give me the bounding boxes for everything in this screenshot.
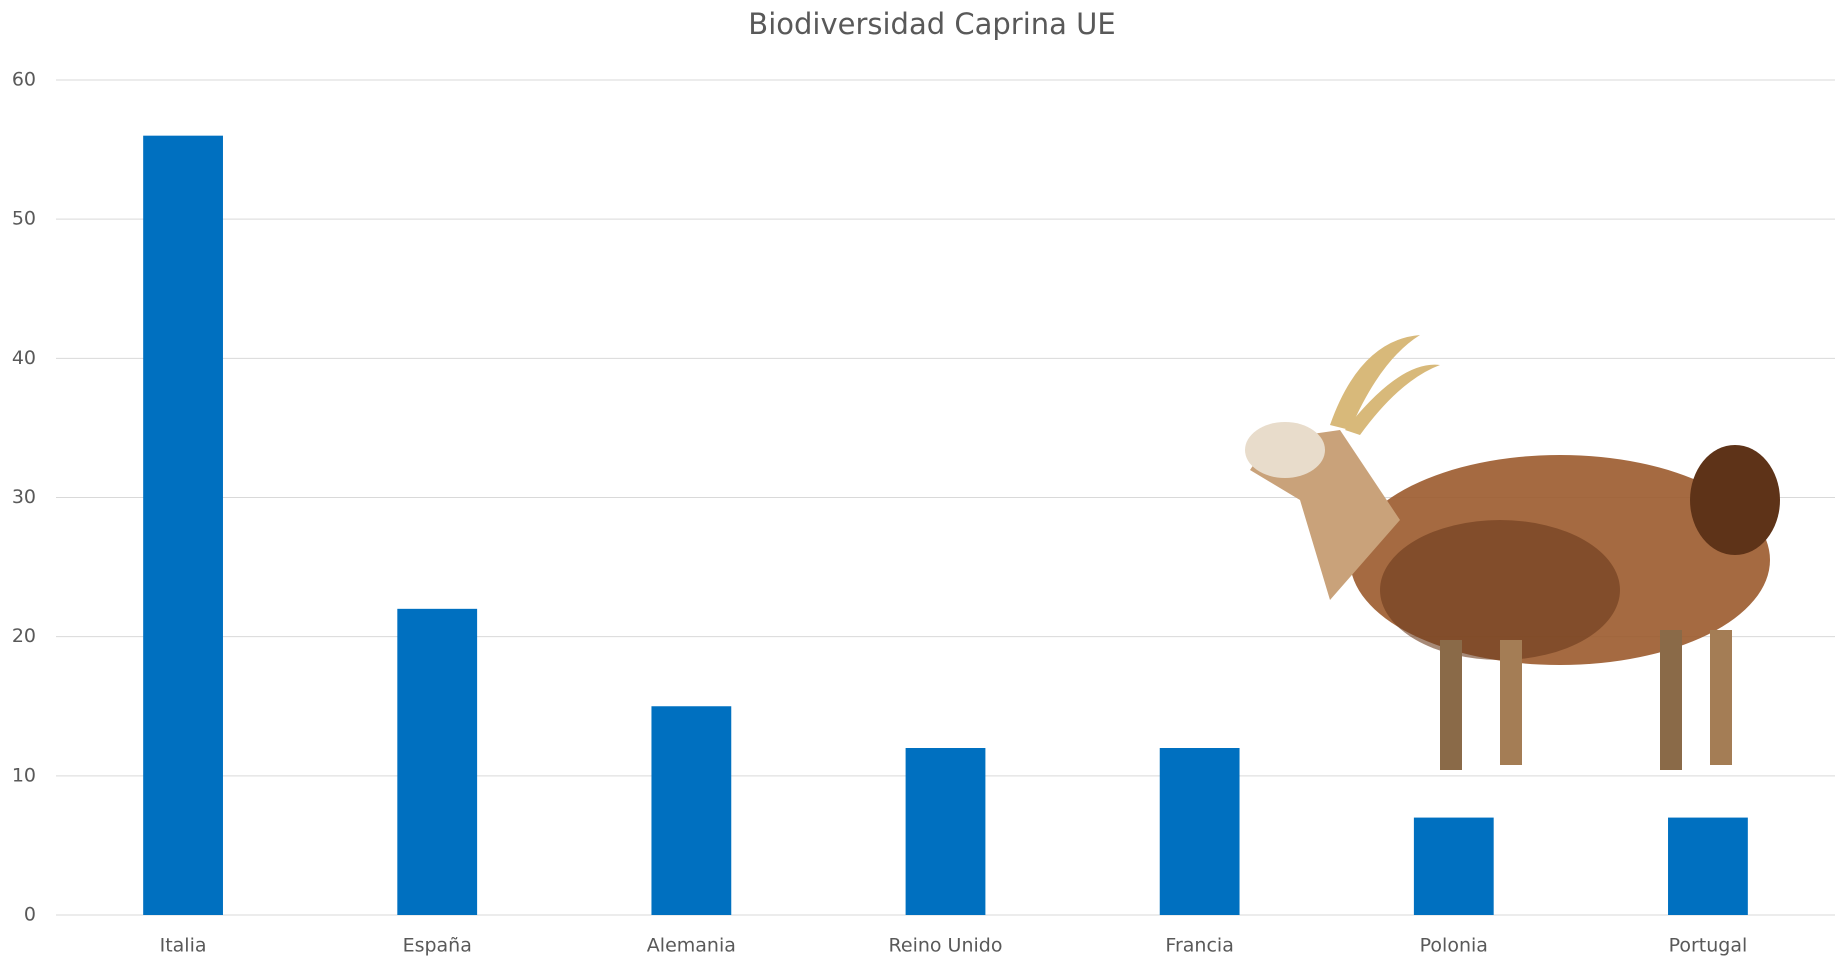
x-tick-label: Reino Unido: [889, 935, 1003, 957]
bar: [1159, 748, 1240, 915]
x-tick-label: Alemania: [647, 935, 736, 957]
chart-title: Biodiversidad Caprina UE: [748, 7, 1115, 41]
x-tick-label: Italia: [160, 935, 207, 957]
bar: [143, 135, 223, 915]
y-tick-label: 60: [12, 69, 36, 91]
bar: [397, 608, 478, 915]
x-tick-label: España: [403, 935, 472, 957]
y-tick-label: 50: [12, 208, 36, 230]
y-tick-label: 20: [12, 625, 36, 647]
y-tick-label: 10: [12, 764, 36, 786]
bar: [1668, 817, 1748, 915]
x-tick-label: Portugal: [1669, 935, 1748, 957]
bar: [651, 706, 732, 915]
goat-illustration: [1245, 335, 1780, 770]
x-tick-label: Francia: [1165, 935, 1233, 957]
y-tick-label: 40: [12, 347, 36, 369]
x-tick-label: Polonia: [1420, 935, 1488, 957]
bar: [905, 748, 986, 915]
bar: [1413, 817, 1494, 915]
y-tick-label: 30: [12, 486, 36, 508]
y-tick-label: 0: [24, 904, 36, 926]
